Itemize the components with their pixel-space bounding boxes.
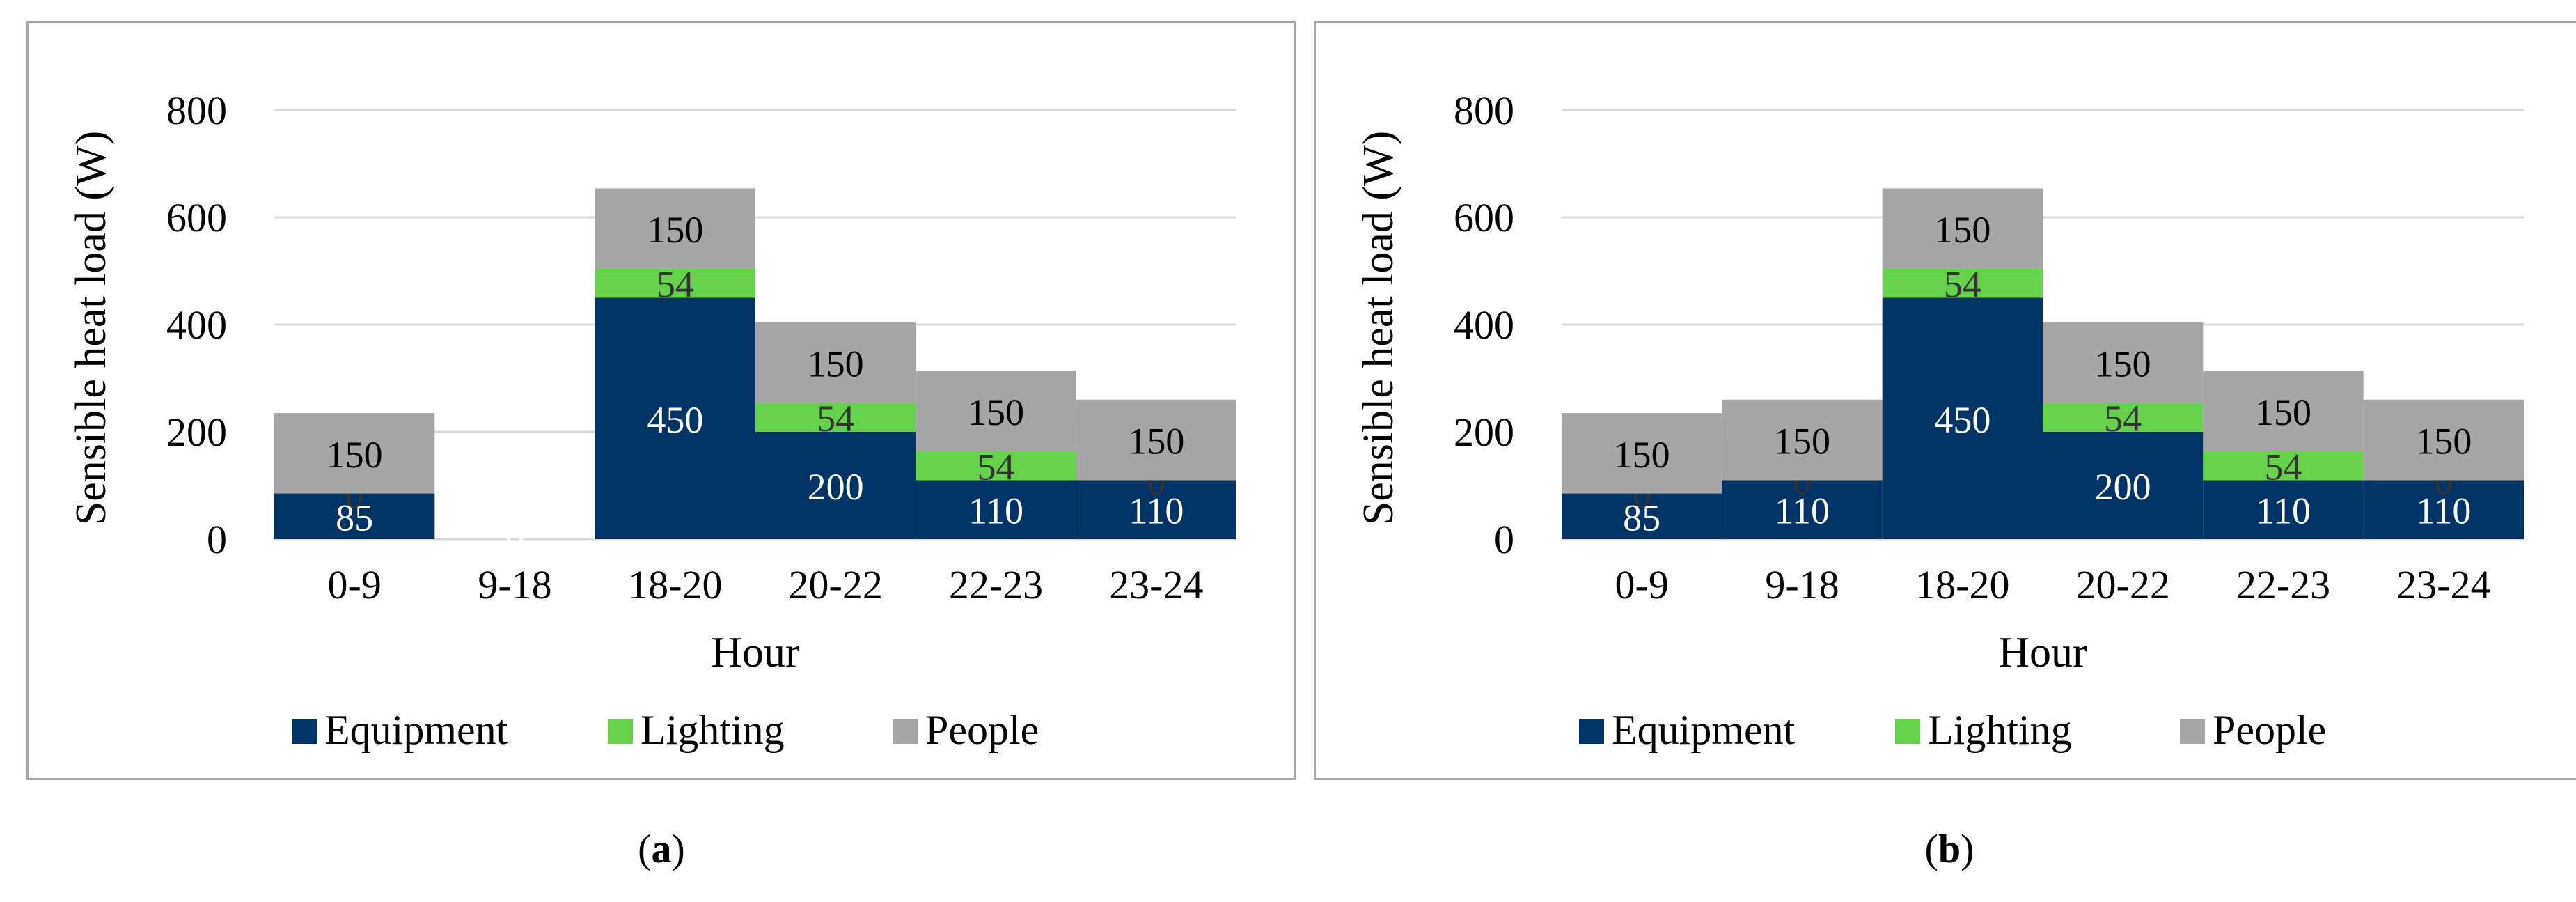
data-label-lighting: 54 (2265, 446, 2302, 488)
data-label-equipment: 0 (505, 520, 524, 561)
legend-label-equipment: Equipment (324, 707, 508, 753)
data-label-people: 150 (968, 391, 1024, 433)
data-label-equipment: 200 (808, 466, 864, 508)
y-tick-label: 200 (166, 410, 227, 455)
data-label-lighting: 54 (977, 446, 1015, 488)
x-tick-label: 23-24 (1109, 562, 1203, 607)
x-tick-label: 9-18 (478, 562, 551, 607)
data-label-people: 150 (808, 343, 864, 385)
legend-swatch-lighting (1895, 719, 1920, 744)
chart-panel-b: 0 200 400 600 800 85 0 150 0-9 110 0 150 9-18 450 54 15… (1314, 21, 2576, 780)
data-label-people: 150 (1934, 209, 1990, 251)
legend-swatch-lighting (608, 719, 633, 744)
data-label-people: 150 (1774, 421, 1830, 462)
caption-b: (b) (1925, 825, 1974, 872)
y-tick-label: 800 (166, 88, 227, 133)
data-label-lighting: 54 (1944, 264, 1981, 306)
y-tick-label: 200 (1454, 410, 1514, 455)
data-label-equipment: 110 (968, 490, 1023, 532)
legend-label-equipment: Equipment (1612, 707, 1796, 753)
x-tick-label: 0-9 (1615, 562, 1669, 607)
x-tick-label: 0-9 (328, 562, 382, 607)
data-label-people: 150 (327, 434, 383, 476)
legend-label-people: People (2213, 707, 2326, 753)
y-axis-title: Sensible heat load (W) (68, 131, 115, 525)
data-label-people: 150 (1128, 421, 1184, 462)
y-tick-label: 0 (1494, 517, 1514, 562)
y-axis-title: Sensible heat load (W) (1355, 131, 1402, 525)
data-label-lighting: 54 (657, 264, 694, 306)
data-label-equipment: 450 (647, 399, 703, 441)
chart-a: 02004006008008501500-909-184505415018-20… (29, 23, 1294, 778)
y-tick-label: 0 (207, 517, 227, 562)
data-label-people: 150 (2255, 391, 2311, 433)
data-label-lighting: 54 (2104, 398, 2142, 440)
y-tick-label: 600 (1454, 195, 1514, 240)
legend-swatch-equipment (1579, 719, 1604, 744)
x-tick-label: 18-20 (1915, 562, 2009, 607)
data-label-equipment: 200 (2095, 466, 2151, 508)
x-tick-label: 20-22 (789, 562, 883, 607)
data-label-people: 150 (647, 209, 703, 251)
x-tick-label: 20-22 (2076, 562, 2170, 607)
x-tick-label: 23-24 (2396, 562, 2490, 607)
x-tick-label: 22-23 (2236, 562, 2330, 607)
data-label-people: 150 (1614, 434, 1670, 476)
legend-label-people: People (925, 707, 1039, 753)
data-label-equipment: 450 (1934, 399, 1990, 441)
y-tick-label: 400 (166, 302, 227, 348)
x-tick-label: 9-18 (1765, 562, 1839, 607)
y-tick-label: 600 (166, 195, 227, 240)
legend-swatch-people (2180, 719, 2205, 744)
legend-label-lighting: Lighting (1928, 707, 2072, 753)
caption-a: (a) (638, 825, 685, 872)
x-tick-label: 22-23 (949, 562, 1043, 607)
legend-swatch-people (893, 719, 918, 744)
data-label-equipment: 110 (2256, 490, 2311, 532)
chart-panel-a: 0 200 400 600 800 85 0 150 0-9 0 9-18 450 54 150 18-20… (26, 21, 1296, 780)
legend-label-lighting: Lighting (641, 707, 785, 753)
data-label-people: 150 (2095, 343, 2151, 385)
y-tick-label: 800 (1454, 88, 1514, 133)
data-label-lighting: 54 (817, 398, 854, 440)
data-label-people: 150 (2415, 421, 2472, 462)
y-tick-label: 400 (1454, 302, 1514, 348)
x-axis-title: Hour (711, 629, 800, 676)
chart-b: 02004006008008501500-911001509-184505415… (1316, 23, 2576, 778)
legend-swatch-equipment (292, 719, 317, 744)
x-axis-title: Hour (1998, 629, 2087, 676)
x-tick-label: 18-20 (628, 562, 722, 607)
